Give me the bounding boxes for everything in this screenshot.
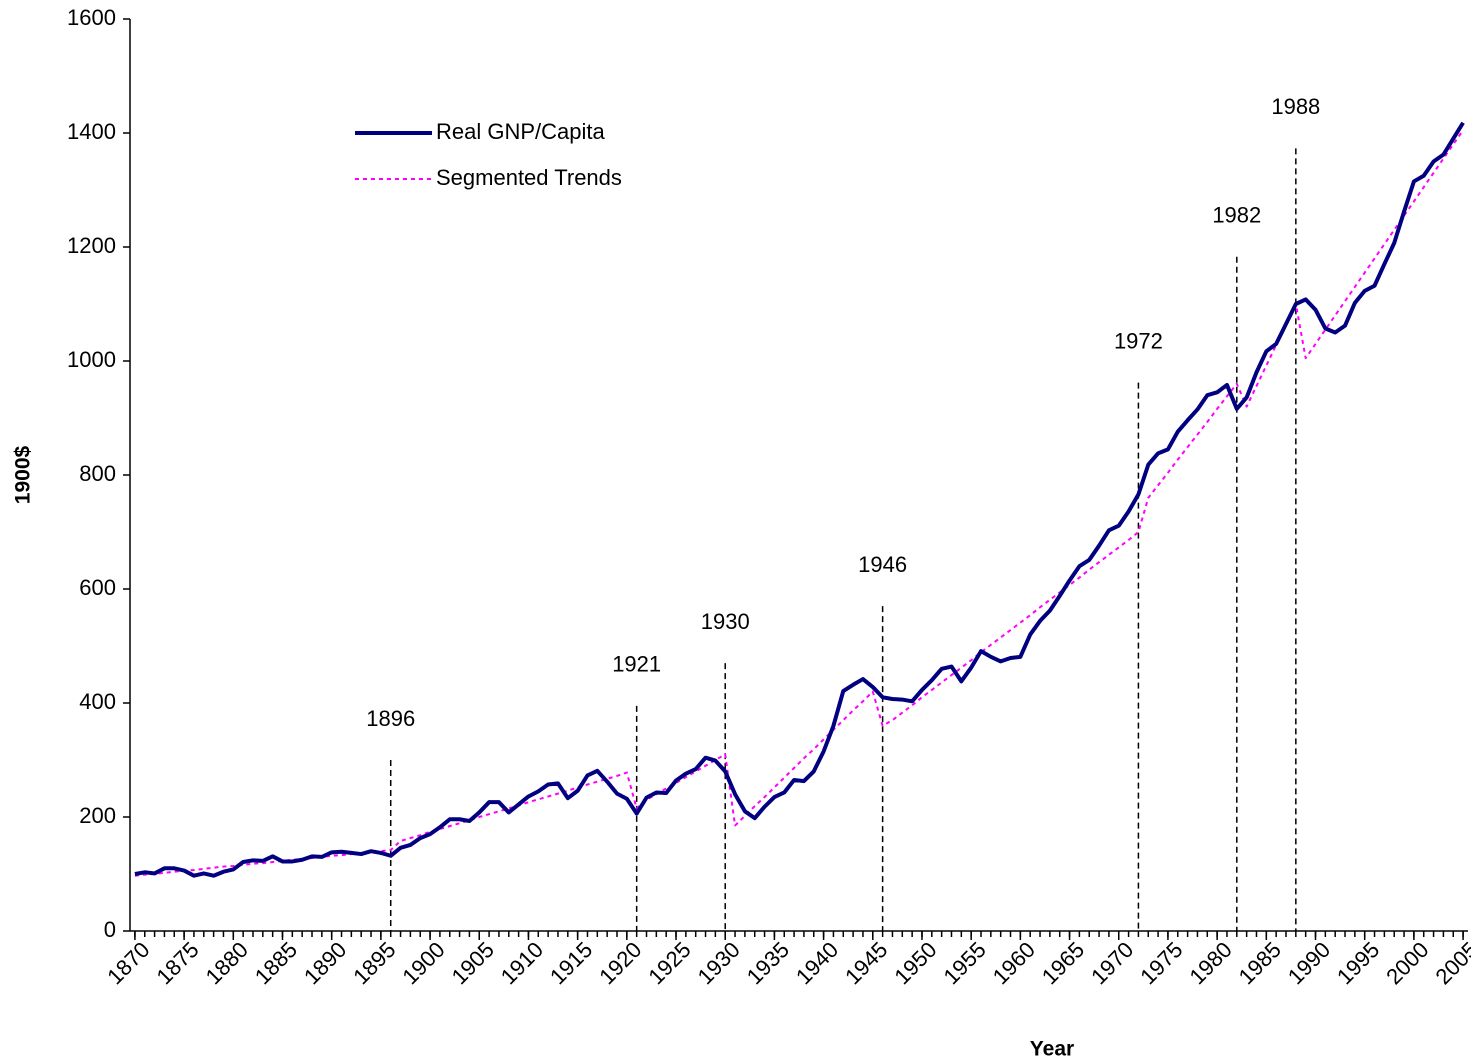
break-label: 1896	[366, 706, 415, 731]
x-tick-label: 1935	[742, 937, 794, 989]
x-tick-label: 1920	[594, 937, 646, 989]
x-tick-label: 1890	[299, 937, 351, 989]
series-line	[134, 129, 1464, 877]
break-label: 1982	[1212, 203, 1261, 228]
legend-label: Segmented Trends	[436, 165, 622, 190]
x-tick-label: 1950	[889, 937, 941, 989]
break-label: 1972	[1114, 328, 1163, 353]
break-label: 1988	[1271, 94, 1320, 119]
x-tick-label: 1995	[1332, 937, 1384, 989]
y-tick-label: 1400	[67, 119, 116, 144]
x-tick-label: 1885	[250, 937, 302, 989]
x-tick-label: 1985	[1234, 937, 1286, 989]
x-axis-label: Year	[1030, 1038, 1074, 1061]
x-tick-label: 2000	[1381, 937, 1433, 989]
break-label: 1930	[701, 609, 750, 634]
x-tick-label: 1990	[1283, 937, 1335, 989]
legend-label: Real GNP/Capita	[436, 119, 606, 144]
y-tick-label: 600	[79, 575, 116, 600]
x-tick-label: 1960	[988, 937, 1040, 989]
x-tick-label: 1870	[102, 937, 154, 989]
x-tick-label: 1915	[545, 937, 597, 989]
x-tick-label: 1875	[151, 937, 203, 989]
x-tick-label: 1895	[348, 937, 400, 989]
series-line	[134, 121, 1465, 878]
y-tick-label: 1600	[67, 5, 116, 30]
x-tick-label: 1975	[1135, 937, 1187, 989]
x-tick-label: 1880	[201, 937, 253, 989]
break-label: 1946	[858, 552, 907, 577]
y-tick-label: 1200	[67, 233, 116, 258]
y-tick-label: 800	[79, 461, 116, 486]
x-tick-label: 1900	[397, 937, 449, 989]
y-axis-label: 1900$	[12, 445, 35, 504]
x-tick-label: 1910	[496, 937, 548, 989]
x-tick-label: 1945	[840, 937, 892, 989]
x-tick-label: 1970	[1086, 937, 1138, 989]
x-tick-label: 1980	[1184, 937, 1236, 989]
break-label: 1921	[612, 652, 661, 677]
x-tick-label: 1955	[939, 937, 991, 989]
x-tick-label: 1965	[1037, 937, 1089, 989]
y-tick-label: 0	[104, 917, 116, 942]
y-tick-label: 1000	[67, 347, 116, 372]
y-tick-label: 200	[79, 803, 116, 828]
y-tick-label: 400	[79, 689, 116, 714]
x-tick-label: 1940	[791, 937, 843, 989]
x-tick-label: 1905	[447, 937, 499, 989]
x-tick-label: 1930	[693, 937, 745, 989]
x-tick-label: 1925	[643, 937, 695, 989]
x-tick-label: 2005	[1430, 937, 1471, 989]
